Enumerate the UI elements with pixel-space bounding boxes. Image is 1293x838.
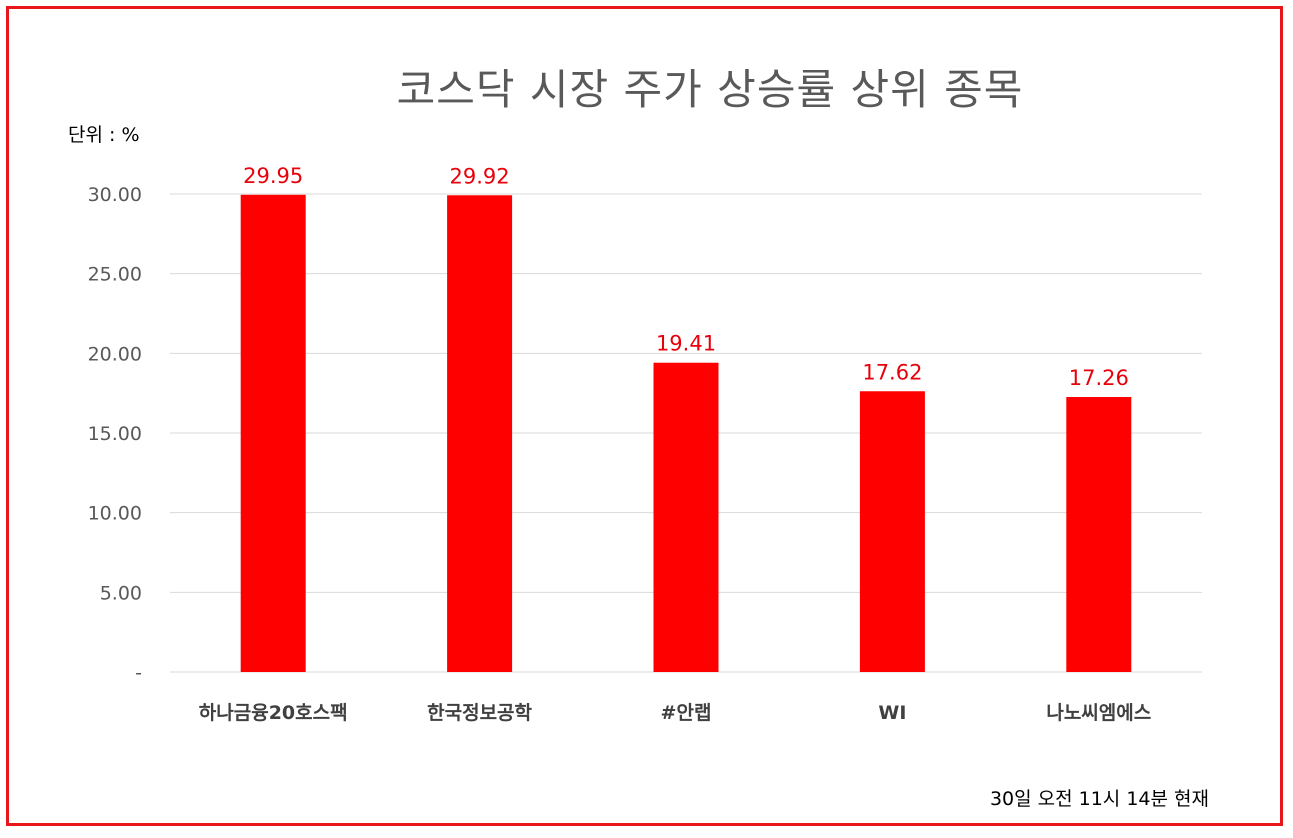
data-label: 19.41	[656, 332, 716, 356]
bar	[240, 194, 306, 672]
bar	[859, 391, 925, 672]
y-tick-label: 15.00	[88, 423, 142, 445]
data-label: 29.95	[243, 164, 303, 188]
x-tick-label: #안랩	[661, 702, 712, 724]
y-tick-label: -	[135, 662, 142, 684]
unit-label: 단위 : %	[68, 124, 140, 146]
data-label: 29.92	[450, 164, 510, 188]
y-tick-label: 10.00	[88, 503, 142, 525]
y-tick-label: 25.00	[88, 264, 142, 286]
y-tick-label: 5.00	[100, 582, 142, 604]
x-tick-label: 하나금융20호스팩	[199, 702, 348, 724]
x-tick-label: 나노씨엠에스	[1046, 702, 1151, 724]
timestamp-note: 30일 오전 11시 14분 현재	[989, 788, 1209, 810]
x-tick-label: WI	[878, 702, 906, 724]
bar	[1066, 396, 1132, 672]
x-tick-label: 한국정보공학	[427, 702, 532, 724]
chart-title: 코스닥 시장 주가 상승률 상위 종목	[396, 65, 1024, 114]
bar	[447, 195, 513, 673]
y-tick-label: 20.00	[88, 343, 142, 365]
y-tick-label: 30.00	[88, 184, 142, 206]
data-label: 17.62	[862, 360, 922, 384]
data-label: 17.26	[1069, 366, 1129, 390]
bar	[653, 362, 719, 672]
chart-frame	[6, 6, 1283, 826]
